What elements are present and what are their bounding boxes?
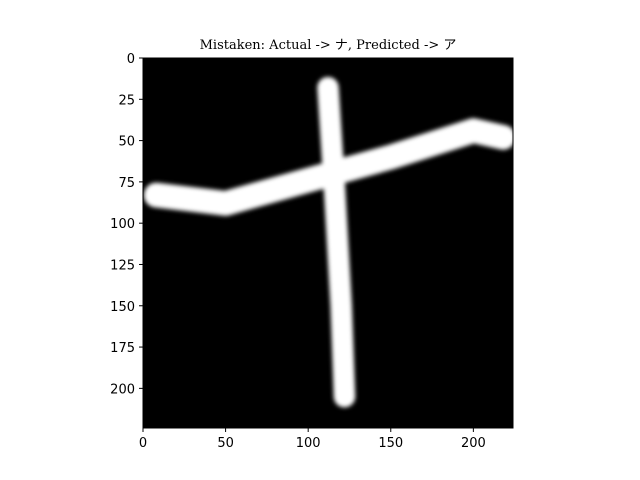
- x-tick-label: 100: [296, 436, 321, 451]
- x-tick-label: 150: [378, 436, 403, 451]
- chart-title: Mistaken: Actual -> ナ, Predicted -> ア: [200, 38, 457, 53]
- y-tick-label: 125: [110, 258, 135, 273]
- horizontal-stroke: [143, 118, 513, 216]
- y-tick-label: 100: [110, 217, 135, 232]
- y-tick-label: 25: [118, 93, 135, 108]
- y-tick-label: 0: [127, 52, 135, 67]
- x-tick-label: 50: [217, 436, 234, 451]
- x-tick-label: 200: [461, 436, 486, 451]
- y-tick-label: 75: [118, 176, 135, 191]
- x-axis: 0 50 100 150 200: [139, 428, 486, 451]
- y-tick-label: 150: [110, 300, 135, 315]
- image-strokes: [143, 76, 513, 408]
- y-tick-label: 200: [110, 382, 135, 397]
- y-tick-label: 50: [118, 135, 135, 150]
- x-tick-label: 0: [139, 436, 147, 451]
- vertical-stroke: [317, 76, 356, 408]
- axes-frame: [142, 57, 514, 429]
- y-tick-label: 175: [110, 341, 135, 356]
- y-axis: 0 25 50 75 100 125 150 175 200: [110, 52, 143, 397]
